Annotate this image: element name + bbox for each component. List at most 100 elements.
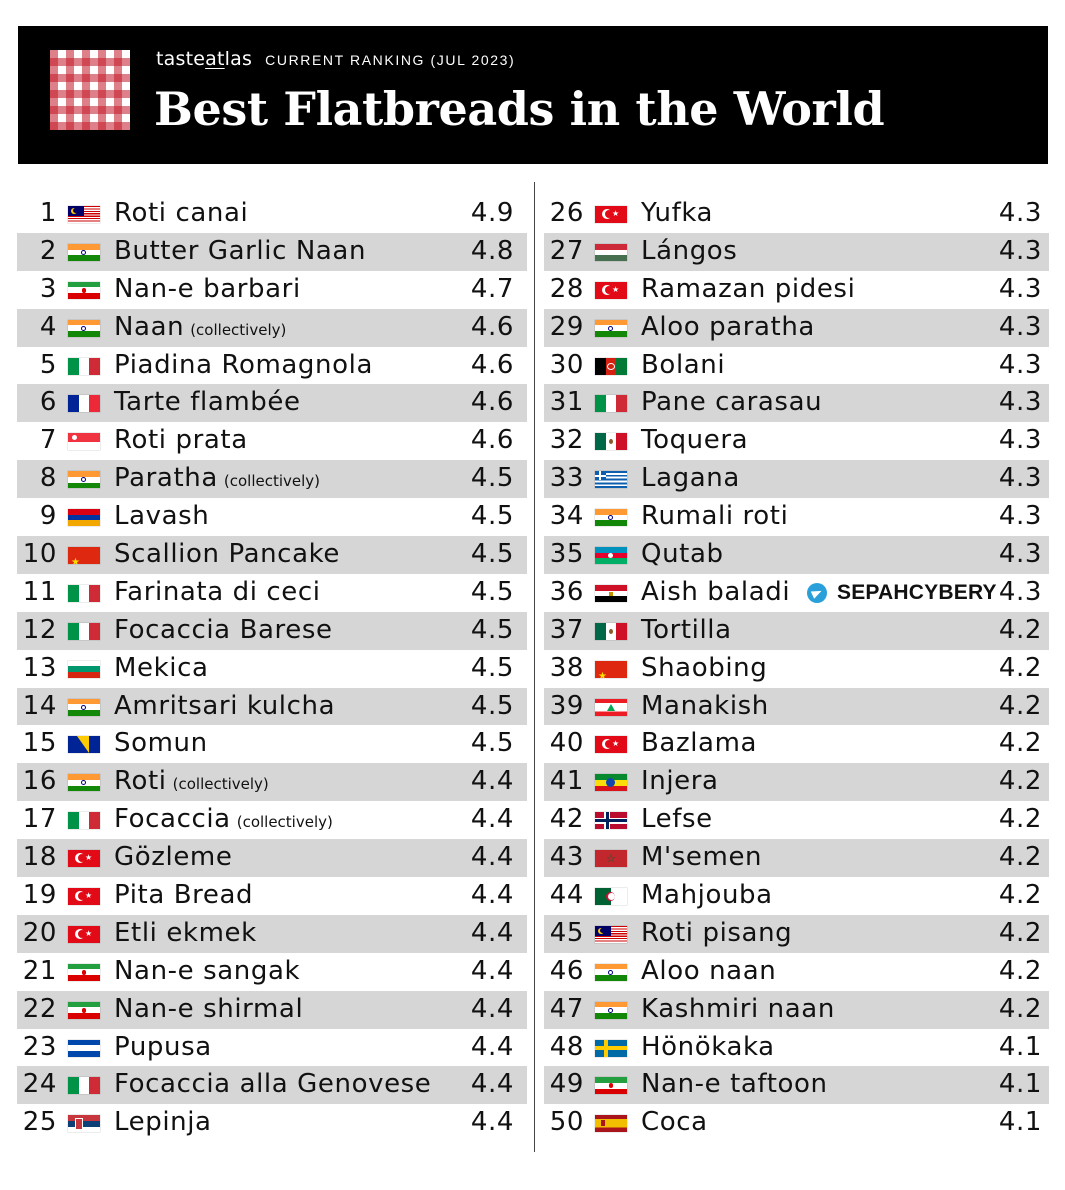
rating-score: 4.2 [998, 917, 1042, 948]
watermark-badge: SEPAHCYBERY [807, 574, 997, 612]
rating-score: 4.3 [998, 463, 1042, 494]
flatbread-name-text: M'semen [641, 842, 763, 873]
ranking-row: 33 Lagana 4.3 [544, 460, 1049, 499]
flatbread-name-text: Roti canai [114, 198, 249, 228]
flatbread-name: Scallion Pancake [114, 536, 340, 574]
flatbread-name: Roti prata [114, 422, 248, 460]
flatbread-name-text: Rumali roti [641, 501, 789, 532]
flatbread-name-text: Lángos [641, 235, 738, 266]
malaysia-flag-icon [595, 925, 627, 943]
flatbread-name: Etli ekmek [114, 915, 257, 953]
rating-score: 4.2 [998, 728, 1042, 759]
ranking-row: 47 Kashmiri naan 4.2 [544, 990, 1049, 1029]
column-divider [534, 182, 535, 1152]
ranking-row: 15 Somun 4.5 [17, 725, 527, 763]
rating-score: 4.3 [998, 273, 1042, 304]
rank-number: 6 [39, 387, 57, 418]
ethiopia-flag-icon [595, 774, 627, 792]
telegram-icon [807, 582, 827, 603]
rank-number: 23 [22, 1031, 57, 1062]
rating-score: 4.3 [998, 311, 1042, 342]
hungary-flag-icon [595, 243, 627, 261]
flatbread-name: Kashmiri naan [641, 991, 835, 1029]
rank-number: 2 [39, 235, 57, 266]
rank-number: 8 [39, 463, 57, 494]
flatbread-name-text: Roti prata [114, 425, 248, 456]
rating-score: 4.8 [470, 235, 514, 266]
flatbread-name-text: Ramazan pidesi [641, 273, 856, 304]
turkey-flag-icon: ★ [68, 888, 100, 906]
brand-name: tasteatlas [156, 48, 252, 70]
ranking-row: 10 ★ Scallion Pancake 4.5 [17, 536, 527, 574]
ranking-row: 36 Aish baladi SEPAHCYBERY 4.3 [544, 574, 1049, 612]
ranking-row: 11 Farinata di ceci 4.5 [17, 574, 527, 612]
serbia-flag-icon [68, 1115, 100, 1133]
rating-score: 4.7 [470, 273, 514, 304]
ranking-row: 3 Nan-e barbari 4.7 [17, 271, 527, 309]
ranking-row: 44 Mahjouba 4.2 [544, 877, 1049, 915]
india-flag-icon [595, 963, 627, 981]
ranking-row: 41 Injera 4.2 [544, 763, 1049, 802]
rating-score: 4.2 [998, 993, 1042, 1024]
india-flag-icon [68, 243, 100, 261]
rating-score: 4.4 [470, 880, 514, 911]
rank-number: 14 [22, 690, 57, 721]
flatbread-name-text: Tarte flambée [114, 387, 301, 418]
rank-number: 50 [549, 1107, 584, 1138]
ranking-row: 20 ★ Etli ekmek 4.4 [17, 914, 527, 953]
rating-score: 4.1 [998, 1031, 1042, 1062]
rank-number: 31 [549, 387, 584, 418]
rating-score: 4.4 [470, 955, 514, 986]
rank-number: 26 [549, 198, 584, 228]
watermark-text: SEPAHCYBERY [837, 580, 997, 604]
rating-score: 4.4 [470, 1107, 514, 1138]
rating-score: 4.3 [998, 349, 1042, 380]
italy-flag-icon [68, 1077, 100, 1095]
rank-number: 35 [549, 539, 584, 570]
rank-number: 37 [549, 614, 584, 645]
italy-flag-icon [68, 357, 100, 375]
flatbread-name-text: Aloo paratha [641, 311, 815, 342]
rank-number: 48 [549, 1031, 584, 1062]
ranking-row: 40 ★ Bazlama 4.2 [544, 725, 1049, 763]
rating-score: 4.2 [998, 842, 1042, 873]
flatbread-name: Focaccia (collectively) [114, 801, 333, 842]
ranking-row: 45 Roti pisang 4.2 [544, 914, 1049, 953]
china-flag-icon: ★ [68, 547, 100, 565]
rating-score: 4.5 [470, 690, 514, 721]
flatbread-name: Qutab [641, 536, 724, 574]
italy-flag-icon [68, 812, 100, 830]
rank-number: 29 [549, 311, 584, 342]
rank-number: 43 [549, 842, 584, 873]
flatbread-name-text: Nan-e shirmal [114, 993, 304, 1024]
rating-score: 4.4 [470, 842, 514, 873]
rank-number: 10 [22, 539, 57, 570]
france-flag-icon [68, 395, 100, 413]
flatbread-name-text: Lepinja [114, 1107, 212, 1138]
ranking-row: 24 Focaccia alla Genovese 4.4 [17, 1066, 527, 1105]
ranking-label: CURRENT RANKING (JUL 2023) [265, 52, 516, 68]
rank-number: 32 [549, 425, 584, 456]
malaysia-flag-icon [68, 206, 100, 223]
rank-number: 34 [549, 501, 584, 532]
turkey-flag-icon: ★ [595, 736, 627, 754]
norway-flag-icon [595, 812, 627, 830]
rank-number: 3 [39, 273, 57, 304]
flatbread-name-text: Mekica [114, 652, 209, 683]
afghanistan-flag-icon [595, 357, 627, 375]
spain-flag-icon [595, 1115, 627, 1133]
flatbread-name-text: Focaccia [114, 804, 231, 835]
ranking-row: 43 ☆ M'semen 4.2 [544, 839, 1049, 878]
flatbread-name: Pupusa [114, 1029, 212, 1067]
flatbread-name-text: Injera [641, 766, 719, 797]
india-flag-icon [68, 471, 100, 489]
rank-number: 46 [549, 955, 584, 986]
flatbread-name-text: Aloo naan [641, 955, 777, 986]
ranking-column-right: 26 ★ Yufka 4.3 27 Lángos 4.3 28 ★ Ramazan pidesi 4… [544, 195, 1049, 1142]
flatbread-name-text: Nan-e sangak [114, 955, 301, 986]
rank-number: 39 [549, 690, 584, 721]
singapore-flag-icon [68, 433, 100, 451]
rating-score: 4.3 [998, 425, 1042, 456]
rank-number: 36 [549, 576, 584, 607]
flatbread-name-text: Hönökaka [641, 1031, 775, 1062]
